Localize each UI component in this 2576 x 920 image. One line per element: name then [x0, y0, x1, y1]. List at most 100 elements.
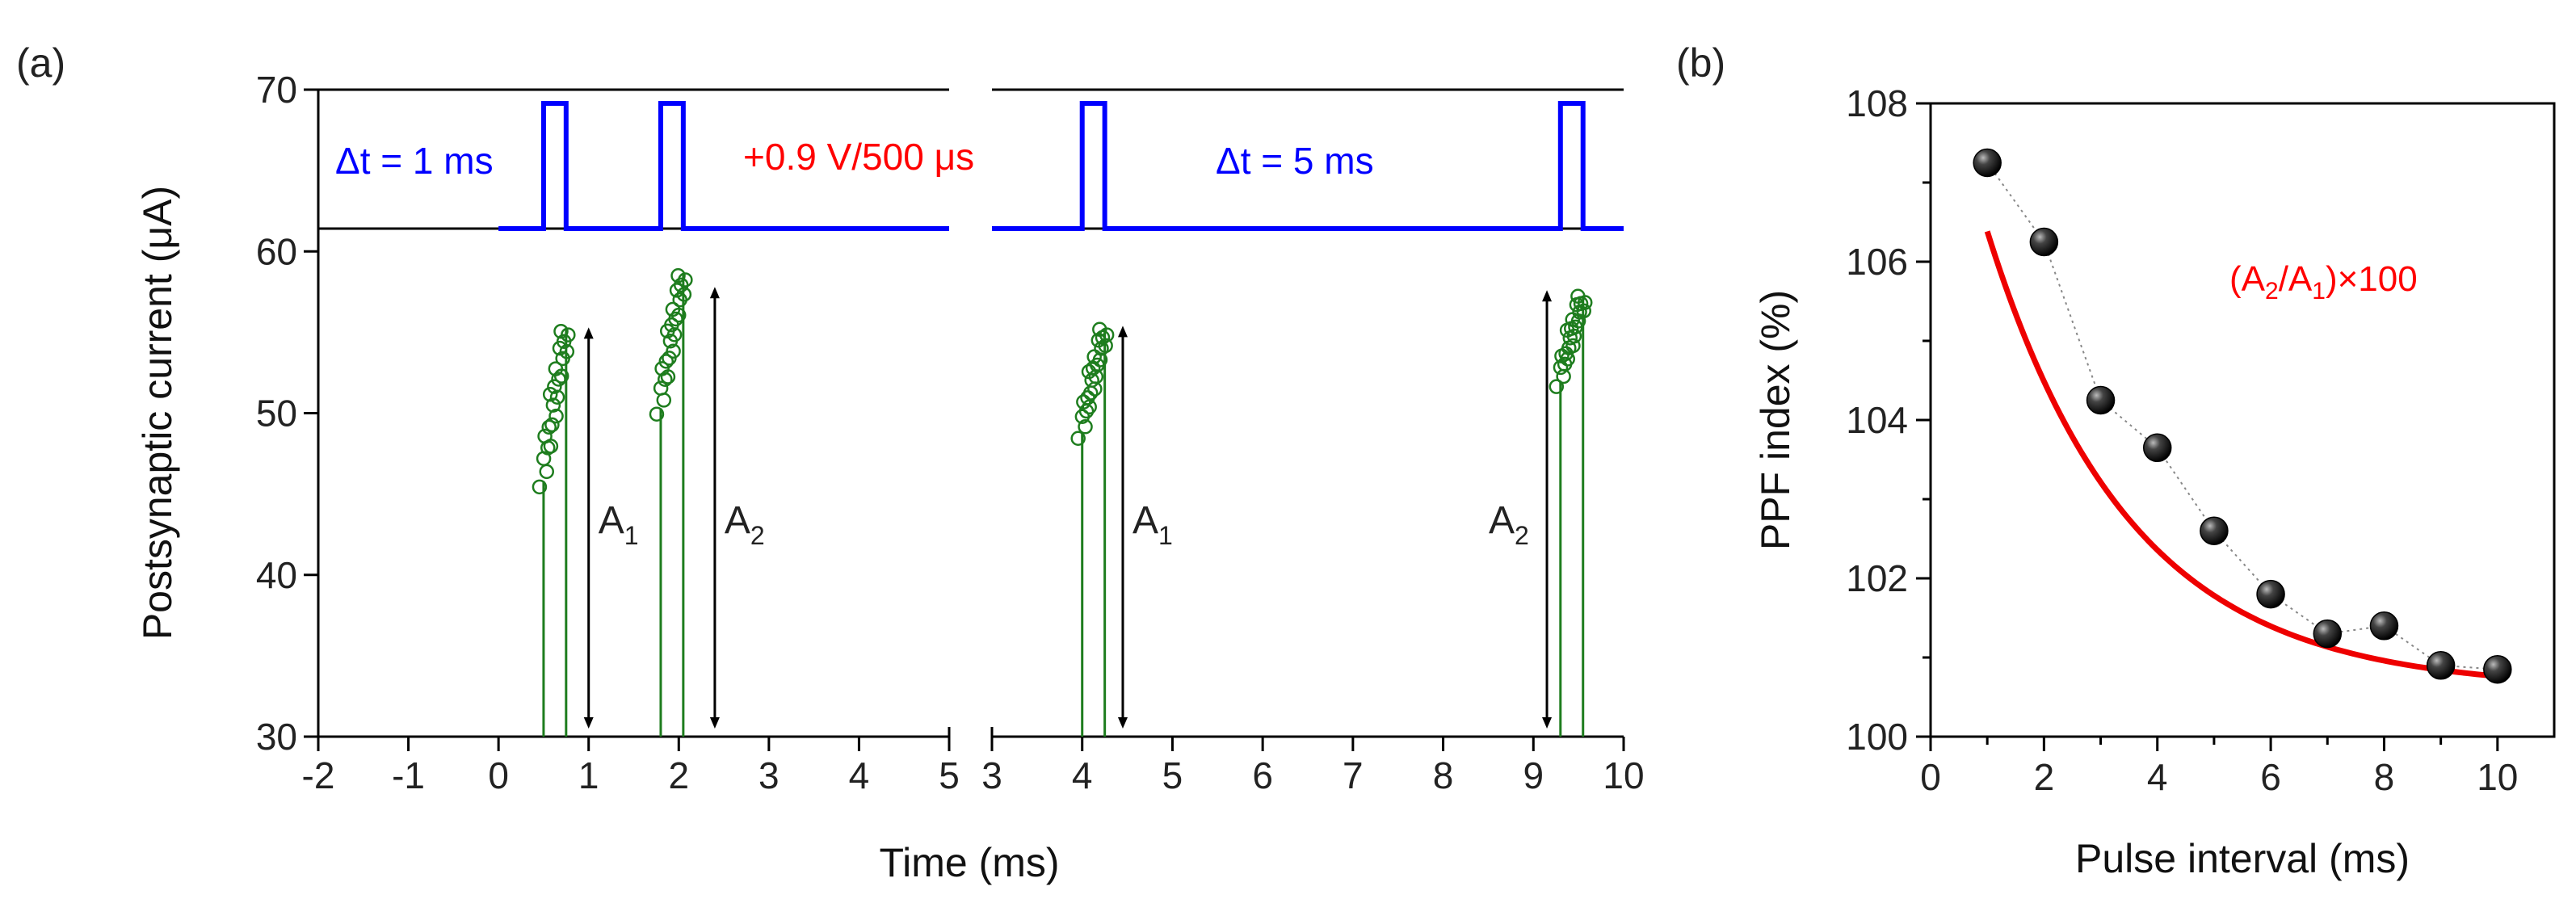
- response-point: [541, 419, 557, 435]
- a-x-tick-label: -1: [392, 754, 425, 796]
- response-point: [666, 343, 681, 359]
- response-point: [1080, 390, 1095, 405]
- amplitude-arrow-head: [583, 327, 594, 339]
- a-x-tick-label: 6: [1252, 754, 1273, 796]
- a-y-tick-label: 70: [256, 69, 297, 111]
- a-y-tick-label: 30: [256, 716, 297, 758]
- response-point: [1577, 295, 1593, 310]
- a-y-tick-label: 60: [256, 230, 297, 272]
- pulse-amplitude-label: +0.9 V/500 μs: [743, 136, 974, 178]
- a-x-tick-label: 9: [1523, 754, 1544, 796]
- ppf-data-point: [2086, 385, 2116, 415]
- amplitude-label: A1: [1133, 499, 1173, 550]
- response-point: [539, 464, 555, 480]
- a-x-tick-label: 8: [1433, 754, 1454, 796]
- response-point: [1070, 431, 1086, 446]
- b-x-tick-label: 2: [2034, 756, 2055, 798]
- ppf-data-point: [2483, 654, 2512, 684]
- a-x-ticks: -2 -1 0 1 2 3 4 5 3 4 5 6 7 8 9 10: [302, 737, 1645, 796]
- b-plot-frame: [1929, 102, 2556, 738]
- response-point: [544, 417, 560, 433]
- b-x-ticks: 0 2 4 6 8 10: [1920, 737, 2518, 798]
- response-point: [658, 372, 673, 387]
- a-x-tick-label: 3: [759, 754, 780, 796]
- a-x-tick-label: -2: [302, 754, 335, 796]
- pulse-interval-label-right: Δt = 5 ms: [1216, 140, 1374, 182]
- panel-b-chart: 100 102 104 106 108 0 2 4 6 8 10 (A2/A1)×100 PPF …: [1753, 82, 2556, 881]
- response-point: [676, 287, 692, 302]
- b-x-tick-label: 8: [2374, 756, 2395, 798]
- amplitude-arrow-head: [1117, 326, 1128, 338]
- response-point: [1568, 319, 1583, 335]
- response-point: [1098, 338, 1113, 354]
- response-point: [547, 379, 562, 394]
- b-x-tick-label: 6: [2260, 756, 2281, 798]
- b-y-tick-label: 100: [1846, 716, 1908, 758]
- response-point: [1565, 338, 1581, 354]
- responses: [532, 267, 1593, 737]
- response-point: [665, 301, 681, 317]
- a-y-tick-label: 50: [256, 393, 297, 435]
- a-x-tick-label: 5: [1162, 754, 1183, 796]
- amplitude-arrow-head: [1542, 290, 1553, 302]
- ppf-data-point: [2142, 433, 2172, 463]
- b-x-axis-label: Pulse interval (ms): [2075, 836, 2410, 881]
- response-point: [654, 361, 670, 376]
- a-y-tick-label: 40: [256, 554, 297, 596]
- a-x-tick-label: 2: [668, 754, 689, 796]
- response-point: [548, 361, 564, 376]
- response-point: [1566, 328, 1582, 344]
- pulse-trace: [992, 101, 1624, 231]
- ppf-data-point: [2369, 611, 2399, 641]
- amplitude-arrow-head: [709, 716, 720, 729]
- a-x-tick-label: 4: [849, 754, 870, 796]
- a-y-axis-label: Postsynaptic current (μA): [135, 186, 180, 640]
- a-x-tick-label: 3: [981, 754, 1002, 796]
- panel-b-label: (b): [1676, 40, 1725, 86]
- b-x-tick-label: 4: [2147, 756, 2168, 798]
- response-point: [678, 272, 693, 288]
- response-point: [649, 406, 665, 422]
- ppf-data-point: [1973, 148, 2002, 178]
- pulse-interval-label-left: Δt = 1 ms: [335, 140, 494, 182]
- b-y-tick-label: 108: [1846, 82, 1908, 124]
- ppf-data-point: [2426, 651, 2456, 680]
- response-point: [1549, 379, 1565, 394]
- response-point: [1557, 356, 1573, 372]
- ppf-data-point: [2256, 579, 2285, 609]
- response-point: [549, 389, 565, 405]
- response-point: [666, 327, 683, 342]
- response-point: [548, 408, 564, 424]
- response-point: [542, 386, 558, 402]
- pulse-train: [498, 101, 1624, 231]
- a-x-tick-label: 10: [1603, 754, 1644, 796]
- response-point: [1078, 419, 1093, 435]
- ppf-fit-curve: [1984, 230, 2498, 679]
- b-y-tick-label: 104: [1846, 399, 1908, 441]
- response-point: [1099, 327, 1115, 342]
- response-point: [559, 344, 575, 359]
- response-point: [658, 354, 674, 369]
- response-point: [1576, 303, 1591, 319]
- response-point: [1090, 357, 1105, 373]
- amplitude-label: A1: [599, 499, 639, 550]
- response-point: [656, 393, 672, 408]
- b-y-ticks: 100 102 104 106 108: [1846, 82, 1931, 758]
- amplitude-arrow-head: [583, 716, 594, 729]
- ppf-data-point: [2313, 619, 2343, 649]
- response-point: [668, 311, 683, 327]
- response-point: [537, 428, 553, 444]
- ppf-connector-line: [1986, 162, 2498, 670]
- b-y-tick-label: 106: [1846, 241, 1908, 283]
- a-y-ticks: 30 40 50 60 70: [256, 69, 318, 758]
- amplitude-label: A2: [1489, 499, 1529, 550]
- response-point: [1076, 394, 1091, 410]
- panel-a-label: (a): [16, 40, 65, 86]
- a-x-tick-label: 5: [939, 754, 960, 796]
- a-x-tick-label: 0: [488, 754, 509, 796]
- ppf-formula-annotation: (A2/A1)×100: [2229, 259, 2418, 305]
- a-x-tick-label: 4: [1072, 754, 1093, 796]
- response-point: [653, 380, 669, 396]
